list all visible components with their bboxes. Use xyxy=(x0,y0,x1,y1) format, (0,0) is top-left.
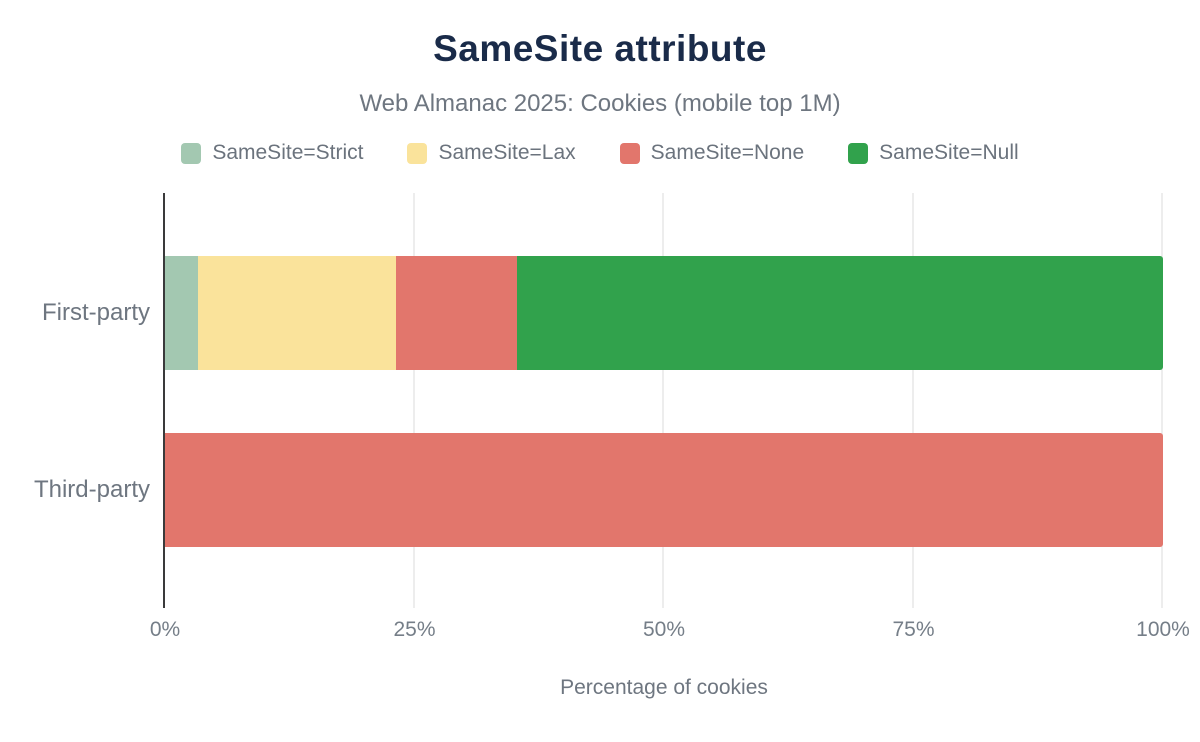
legend-swatch-samesite-null xyxy=(848,142,869,164)
x-tick-label-25: 25% xyxy=(393,618,436,641)
legend-item-samesite-lax[interactable]: SameSite=Lax xyxy=(407,141,576,165)
legend-swatch-samesite-lax xyxy=(407,142,428,164)
legend-label: SameSite=Null xyxy=(879,141,1019,164)
gridline-75 xyxy=(911,193,914,608)
bar-third-party xyxy=(165,433,1163,547)
legend-label: SameSite=Strict xyxy=(212,141,364,164)
gridline-25 xyxy=(412,193,415,608)
x-axis-title: Percentage of cookies xyxy=(560,676,768,699)
legend-item-samesite-none[interactable]: SameSite=None xyxy=(619,141,805,165)
plot-area xyxy=(163,193,1163,608)
x-tick-label-0: 0% xyxy=(149,618,181,641)
bar-segment-first-party-samesite-null[interactable] xyxy=(517,256,1163,370)
gridline-50 xyxy=(662,193,664,608)
x-tick-label-50: 50% xyxy=(642,618,686,641)
legend-label: SameSite=Lax xyxy=(438,141,576,164)
category-label-first-party: First-party xyxy=(42,299,150,326)
legend-item-samesite-null[interactable]: SameSite=Null xyxy=(848,141,1019,165)
legend-item-samesite-strict[interactable]: SameSite=Strict xyxy=(181,141,363,165)
bar-first-party xyxy=(165,256,1163,370)
chart-subtitle: Web Almanac 2025: Cookies (mobile top 1M… xyxy=(359,90,841,117)
category-label-third-party: Third-party xyxy=(33,476,150,503)
chart-title: SameSite attribute xyxy=(433,28,767,69)
x-tick-label-75: 75% xyxy=(892,618,935,641)
x-tick-label-100: 100% xyxy=(1136,618,1190,641)
legend-swatch-samesite-strict xyxy=(181,142,202,164)
legend: SameSite=Strict SameSite=Lax SameSite=None… xyxy=(0,141,1200,165)
gridline-100 xyxy=(1161,193,1163,608)
bar-segment-third-party-samesite-none[interactable] xyxy=(165,433,1163,547)
bar-segment-first-party-samesite-none[interactable] xyxy=(395,256,518,370)
bar-segment-first-party-samesite-strict[interactable] xyxy=(165,256,198,370)
bar-segment-first-party-samesite-lax[interactable] xyxy=(197,256,396,370)
legend-swatch-samesite-none xyxy=(619,142,640,164)
legend-label: SameSite=None xyxy=(650,141,805,164)
